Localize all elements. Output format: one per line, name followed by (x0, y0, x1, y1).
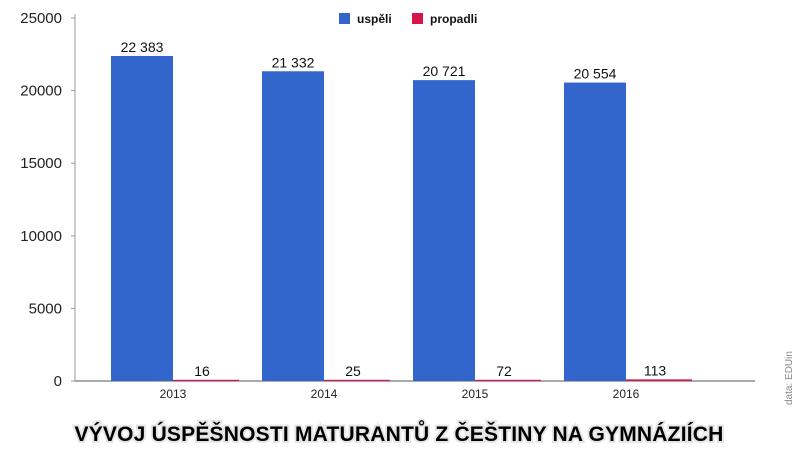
data-label-uspeli: 21 332 (272, 54, 315, 70)
labels-layer: 22 383 16 2013 21 332 25 2014 20 721 72 2015 20 5… (121, 39, 667, 401)
chart-title: VÝVOJ ÚSPĚŠNOSTI MATURANTŮ Z ČEŠTINY NA … (75, 420, 724, 446)
legend: uspěli propadli (339, 12, 477, 26)
y-tick-label: 0 (54, 373, 62, 390)
bar-uspeli (564, 82, 626, 382)
y-tick-label: 15000 (20, 155, 62, 172)
bars-layer (111, 55, 692, 382)
axis-layer: 0 5000 10000 15000 20000 25000 (20, 10, 755, 390)
legend-label-uspeli: uspěli (357, 12, 392, 26)
y-tick-label: 25000 (20, 10, 62, 27)
x-tick-label: 2013 (160, 387, 187, 401)
x-tick-label: 2014 (311, 387, 338, 401)
legend-swatch-uspeli (339, 13, 350, 24)
bar-uspeli (413, 80, 475, 382)
data-label-uspeli: 20 554 (574, 66, 617, 82)
source-note: data: EDUin (784, 351, 795, 405)
legend-label-propadli: propadli (430, 12, 477, 26)
y-tick-label: 5000 (29, 300, 62, 317)
x-tick-label: 2015 (462, 387, 489, 401)
data-label-propadli: 113 (644, 362, 667, 378)
bar-propadli (173, 379, 239, 381)
data-label-propadli: 16 (194, 363, 210, 379)
data-label-propadli: 25 (345, 363, 361, 379)
x-tick-label: 2016 (613, 387, 640, 401)
bar-uspeli (262, 71, 324, 381)
bar-uspeli (111, 55, 173, 381)
bar-propadli (626, 379, 692, 381)
data-label-uspeli: 20 721 (423, 63, 466, 79)
y-tick-label: 10000 (20, 228, 62, 245)
y-tick-label: 20000 (20, 83, 62, 100)
bar-propadli (475, 379, 541, 381)
bar-propadli (324, 379, 390, 381)
data-label-uspeli: 22 383 (121, 39, 164, 55)
data-label-propadli: 72 (496, 363, 512, 379)
legend-swatch-propadli (412, 13, 423, 24)
